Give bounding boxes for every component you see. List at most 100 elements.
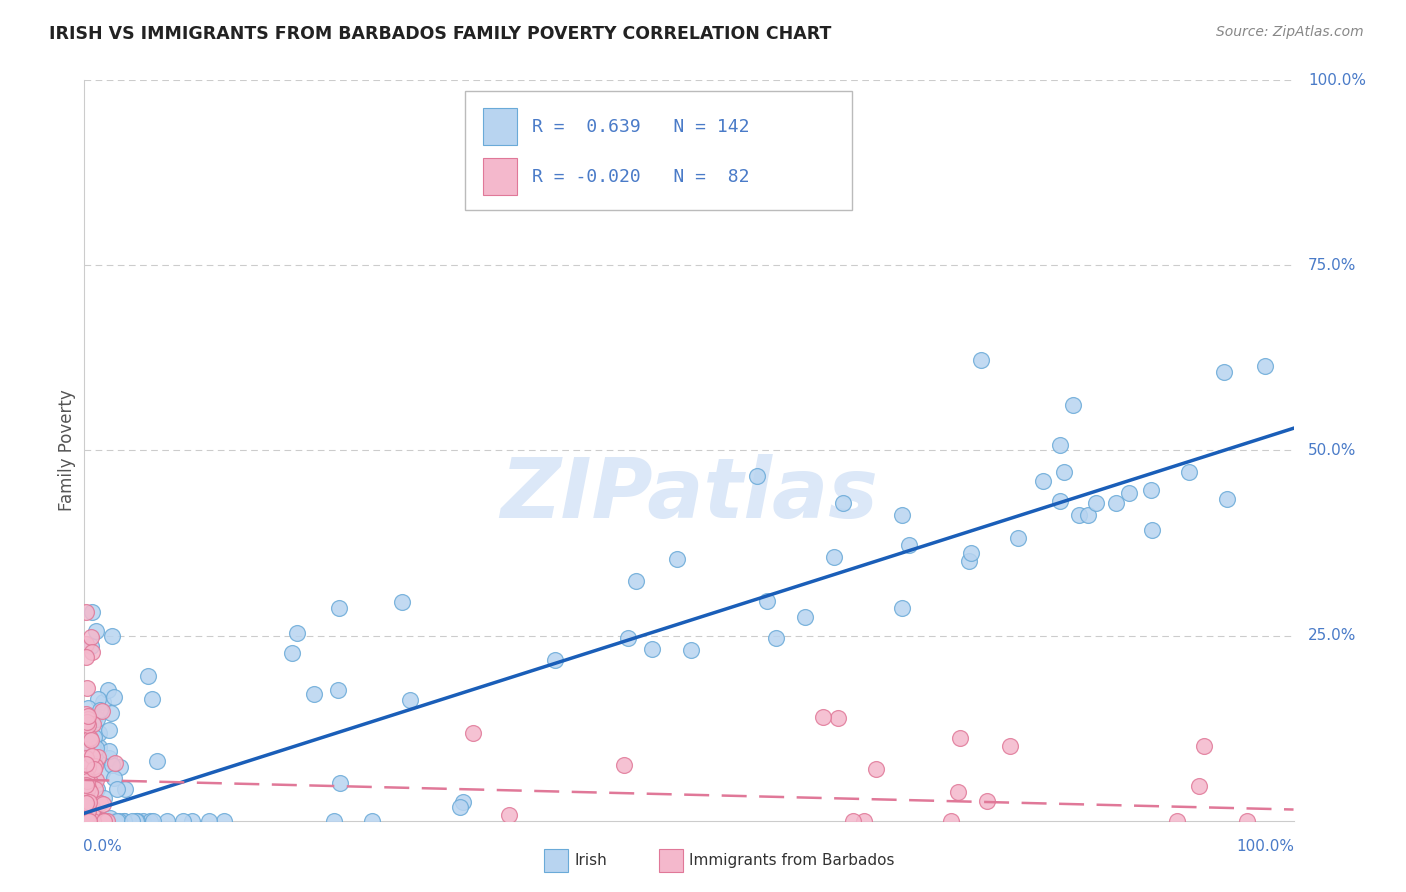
Point bbox=[1062, 398, 1084, 412]
Point bbox=[1139, 483, 1161, 498]
Point bbox=[75, 779, 97, 793]
Point bbox=[449, 799, 471, 814]
Point bbox=[80, 811, 103, 825]
Point bbox=[613, 758, 636, 772]
Point bbox=[83, 759, 105, 773]
Bar bbox=[544, 849, 568, 872]
Point bbox=[891, 508, 914, 522]
Point bbox=[103, 771, 125, 785]
Point bbox=[498, 808, 520, 822]
Point bbox=[84, 814, 107, 828]
Text: IRISH VS IMMIGRANTS FROM BARBADOS FAMILY POVERTY CORRELATION CHART: IRISH VS IMMIGRANTS FROM BARBADOS FAMILY… bbox=[49, 25, 831, 43]
Point bbox=[75, 796, 97, 810]
Point bbox=[146, 754, 169, 768]
Point bbox=[136, 669, 159, 683]
Point bbox=[75, 756, 97, 771]
Text: ZIPatlas: ZIPatlas bbox=[501, 454, 877, 535]
Point bbox=[1118, 486, 1140, 500]
Point bbox=[75, 814, 97, 828]
Point bbox=[82, 737, 104, 751]
Point bbox=[80, 814, 103, 828]
Point bbox=[75, 742, 97, 756]
Point bbox=[544, 652, 567, 666]
Point bbox=[87, 814, 110, 828]
Point bbox=[90, 764, 112, 779]
Point bbox=[82, 804, 104, 818]
Point bbox=[451, 795, 474, 809]
Point bbox=[76, 759, 98, 773]
Point bbox=[1166, 814, 1188, 828]
Point bbox=[93, 814, 115, 828]
Point bbox=[75, 605, 97, 619]
Text: 25.0%: 25.0% bbox=[1308, 628, 1357, 643]
Point bbox=[84, 814, 107, 828]
Point bbox=[82, 749, 104, 764]
Point bbox=[89, 703, 111, 717]
Point bbox=[326, 683, 349, 698]
Point bbox=[1085, 496, 1108, 510]
Text: R = -0.020   N =  82: R = -0.020 N = 82 bbox=[531, 168, 749, 186]
Point bbox=[77, 709, 100, 723]
Point bbox=[755, 593, 778, 607]
Point bbox=[138, 814, 160, 828]
Point bbox=[75, 650, 97, 665]
Point bbox=[80, 645, 103, 659]
Point bbox=[105, 781, 128, 796]
Point bbox=[79, 814, 101, 828]
Point bbox=[80, 639, 103, 653]
Point bbox=[97, 723, 120, 737]
Point bbox=[1194, 739, 1216, 754]
Point bbox=[75, 804, 97, 818]
Text: R =  0.639   N = 142: R = 0.639 N = 142 bbox=[531, 118, 749, 136]
Point bbox=[76, 814, 98, 828]
Point bbox=[77, 759, 100, 773]
Point bbox=[616, 631, 638, 645]
Point bbox=[75, 814, 97, 828]
Point bbox=[76, 805, 98, 819]
Point bbox=[93, 814, 115, 828]
Point bbox=[77, 814, 100, 828]
Point bbox=[827, 711, 849, 725]
Point bbox=[90, 704, 112, 718]
Point bbox=[624, 574, 647, 588]
Point bbox=[89, 797, 111, 811]
Point bbox=[96, 814, 118, 828]
Point bbox=[180, 814, 202, 828]
Point bbox=[114, 781, 136, 796]
Point bbox=[75, 715, 97, 730]
Point bbox=[75, 814, 97, 828]
Point bbox=[86, 814, 108, 828]
Point bbox=[98, 744, 121, 758]
Point bbox=[890, 601, 912, 615]
Point bbox=[76, 701, 98, 715]
Point bbox=[83, 814, 105, 828]
Text: Immigrants from Barbados: Immigrants from Barbados bbox=[689, 853, 894, 868]
Point bbox=[957, 553, 980, 567]
Point bbox=[77, 772, 100, 787]
Point bbox=[77, 814, 100, 828]
Point bbox=[82, 814, 104, 828]
Point bbox=[939, 814, 962, 828]
Point bbox=[112, 814, 135, 828]
Point bbox=[77, 793, 100, 807]
Point bbox=[79, 733, 101, 747]
Point bbox=[77, 712, 100, 726]
Point bbox=[83, 802, 105, 816]
Point bbox=[83, 708, 105, 723]
Point bbox=[329, 775, 352, 789]
Text: Source: ZipAtlas.com: Source: ZipAtlas.com bbox=[1216, 25, 1364, 39]
Point bbox=[87, 814, 110, 828]
Point bbox=[281, 647, 304, 661]
Point bbox=[76, 773, 98, 788]
Bar bbox=[484, 109, 517, 145]
Point bbox=[156, 814, 179, 828]
Point bbox=[76, 735, 98, 749]
Point bbox=[1007, 531, 1029, 545]
Bar bbox=[659, 849, 683, 872]
Point bbox=[108, 814, 131, 828]
Point bbox=[131, 814, 153, 828]
Point bbox=[82, 739, 104, 754]
Point bbox=[1212, 366, 1234, 380]
Point bbox=[765, 631, 787, 645]
Point bbox=[93, 814, 115, 828]
